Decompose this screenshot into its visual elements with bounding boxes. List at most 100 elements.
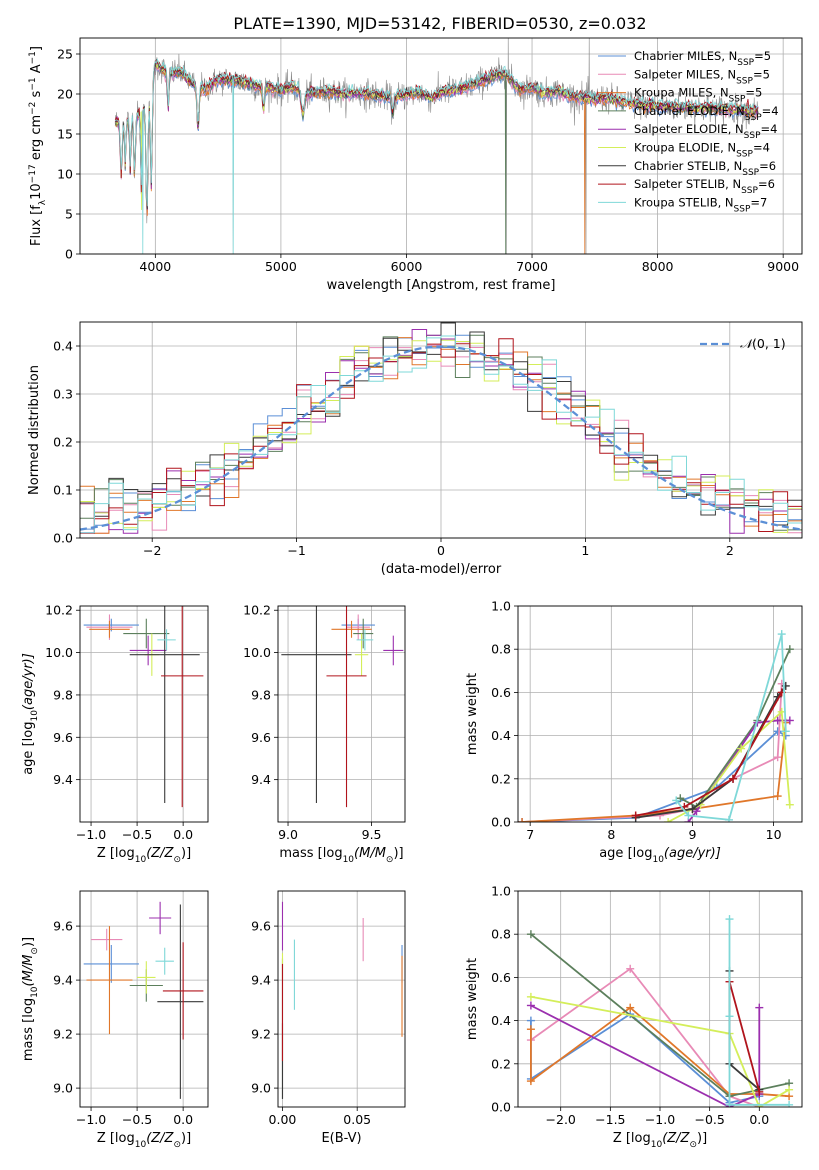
mass-vs-z-ytick-label: 9.4 xyxy=(53,973,73,988)
residuals-legend: 𝒩(0, 1) xyxy=(700,336,786,351)
residuals-xtick-label: 1 xyxy=(581,543,589,558)
weight-vs-z-ytick-label: 1.0 xyxy=(491,884,511,899)
age-vs-mass-ytick-label: 10.2 xyxy=(243,603,271,618)
spectrum-xtick-label: 4000 xyxy=(139,259,171,274)
weight-vs-age-xtick-label: 10 xyxy=(766,827,782,842)
weight-vs-z-marker xyxy=(526,930,535,939)
residuals-ytick-label: 0.0 xyxy=(53,531,73,546)
age-vs-mass-grid xyxy=(278,606,405,822)
age-vs-z-errorbar-kroupa_stelib xyxy=(157,629,176,651)
age-vs-mass-xlabel: mass [log10(M/M⊙)] xyxy=(279,846,403,865)
weight-vs-z-xtick-label: 0.0 xyxy=(749,1112,769,1127)
mass-vs-z-plot-area xyxy=(83,901,204,1099)
mass-vs-z-axes: −1.0 −0.5 0.0 9.0 9.2 9.4 9.6 Z [log10(Z/Z⊙)] ma… xyxy=(21,890,209,1150)
weight-vs-z-line-salpeter_elodie xyxy=(530,1004,761,1107)
residuals-xtick-label: −2 xyxy=(143,543,161,558)
residuals-xlabel: (data-model)/error xyxy=(381,562,502,577)
age-vs-z-errorbar-chabrier_elodie xyxy=(123,618,170,649)
age-vs-z-ylabel: age [log10(age/yr)] xyxy=(21,653,40,775)
weight-vs-z-xtick-label: −1.5 xyxy=(595,1112,625,1127)
weight-vs-z-xtick-label: −1.0 xyxy=(645,1112,675,1127)
weight-vs-age-plot-area xyxy=(518,630,794,822)
weight-vs-age-marker xyxy=(785,800,794,809)
weight-vs-z-frame xyxy=(517,890,803,1108)
mass-vs-z-errorbar-salpeter_stelib xyxy=(162,942,204,1040)
figure-title: PLATE=1390, MJD=53142, FIBERID=0530, z=0… xyxy=(233,14,646,33)
weight-vs-z-marker xyxy=(526,992,535,1001)
weight-vs-z-line-kroupa_elodie xyxy=(530,995,790,1107)
age-vs-mass-xtick-label: 9.5 xyxy=(362,827,382,842)
weight-vs-age-ytick-label: 0.2 xyxy=(491,771,511,786)
weight-vs-z-marker xyxy=(526,1025,535,1034)
weight-vs-z-marker xyxy=(725,1012,734,1021)
weight-vs-z-ytick-label: 0.4 xyxy=(491,1013,511,1028)
weight-vs-z-marker xyxy=(785,1085,794,1094)
weight-vs-z-line-kroupa_stelib xyxy=(728,919,790,1106)
spectrum-xtick-label: 8000 xyxy=(642,259,674,274)
weight-vs-age-marker xyxy=(729,774,738,783)
weight-vs-age-frame xyxy=(517,605,803,823)
age-vs-mass-frame xyxy=(277,605,406,823)
age-vs-mass-xtick-label: 9.0 xyxy=(278,827,298,842)
mass-vs-ebv-ytick-label: 9.0 xyxy=(251,1081,271,1096)
age-vs-mass-plot-area xyxy=(281,606,404,808)
mass-vs-z-xtick-label: −0.5 xyxy=(122,1112,152,1127)
weight-vs-z-marker xyxy=(755,1003,764,1012)
weight-vs-age-marker xyxy=(724,815,733,822)
mass-vs-ebv-xtick-label: 0.00 xyxy=(269,1112,297,1127)
weight-vs-age-marker xyxy=(773,792,782,801)
weight-vs-z-ytick-label: 0.2 xyxy=(491,1056,511,1071)
spectrum-legend-label: Kroupa ELODIE, NSSP=4 xyxy=(634,141,770,160)
age-vs-mass-ytick-label: 9.6 xyxy=(251,730,271,745)
spectrum-ytick-label: 0 xyxy=(65,247,73,262)
age-vs-mass-errorbar-kroupa_elodie xyxy=(354,633,369,676)
weight-vs-age-marker xyxy=(684,811,693,820)
spectrum-legend-label: Salpeter ELODIE, NSSP=4 xyxy=(634,122,777,141)
weight-vs-z-line-salpeter_stelib xyxy=(728,981,761,1093)
residuals-ylabel: Normed distribution xyxy=(27,365,42,495)
spectrum-legend-label: Chabrier MILES, NSSP=5 xyxy=(634,49,771,68)
spectrum-xlabel: wavelength [Angstrom, rest frame] xyxy=(327,278,556,293)
spectrum-ytick-label: 10 xyxy=(57,167,73,182)
mass-vs-z-errorbar-salpeter_miles xyxy=(91,928,123,951)
weight-vs-z-ytick-label: 0.8 xyxy=(491,927,511,942)
spectrum-ytick-label: 25 xyxy=(57,47,73,62)
age-vs-z-xlabel: Z [log10(Z/Z⊙)] xyxy=(97,846,191,865)
weight-vs-z-xlabel: Z [log10(Z/Z⊙)] xyxy=(613,1131,707,1150)
age-vs-z-ytick-label: 9.8 xyxy=(53,687,73,702)
weight-vs-age-xtick-label: 7 xyxy=(526,827,534,842)
age-vs-mass-errorbar-salpeter_elodie xyxy=(383,635,404,666)
spectrum-legend-label: Chabrier STELIB, NSSP=6 xyxy=(634,159,776,178)
weight-vs-age-marker xyxy=(664,818,673,822)
weight-vs-age-marker xyxy=(781,727,790,736)
age-vs-z-frame xyxy=(79,605,209,823)
residuals-axes: −2 −1 0 1 2 0.0 0.1 0.2 0.3 0.4 𝒩(0, 1) (data-model… xyxy=(27,321,803,577)
mass-vs-z-errorbar-kroupa_miles xyxy=(86,926,133,1035)
mass-vs-z-errorbar-kroupa_stelib xyxy=(155,947,174,975)
weight-vs-z-marker xyxy=(526,1016,535,1025)
spectrum-xtick-label: 6000 xyxy=(391,259,423,274)
weight-vs-age-xtick-label: 9 xyxy=(688,827,696,842)
residuals-plot-area xyxy=(80,322,802,534)
spectrum-xtick-label: 9000 xyxy=(767,259,799,274)
weight-vs-z-ytick-label: 0.6 xyxy=(491,970,511,985)
weight-vs-age-line-salpeter_stelib xyxy=(635,691,783,817)
age-vs-z-errorbar-salpeter_elodie xyxy=(129,635,167,666)
spectrum-xtick-label: 7000 xyxy=(516,259,548,274)
mass-vs-z-errorbar-chabrier_stelib xyxy=(157,904,204,1099)
mass-vs-ebv-grid xyxy=(278,891,405,1107)
age-vs-z-ytick-label: 10.2 xyxy=(45,603,73,618)
mass-vs-z-errorbar-salpeter_elodie xyxy=(149,901,172,935)
age-vs-z-grid xyxy=(80,606,208,822)
residuals-ytick-label: 0.2 xyxy=(53,435,73,450)
residuals-legend-label: 𝒩(0, 1) xyxy=(740,336,786,351)
weight-vs-z-ytick-label: 0.0 xyxy=(491,1100,511,1115)
residuals-xtick-label: 2 xyxy=(726,543,734,558)
age-vs-mass-errorbar-kroupa_miles xyxy=(331,620,372,638)
weight-vs-z-line-salpeter_miles xyxy=(530,967,760,1107)
weight-vs-age-marker xyxy=(676,794,685,803)
weight-vs-z-marker xyxy=(626,1003,635,1012)
age-vs-mass-errorbar-salpeter_miles xyxy=(346,614,370,640)
age-vs-z-errorbar-kroupa_miles xyxy=(89,620,130,638)
